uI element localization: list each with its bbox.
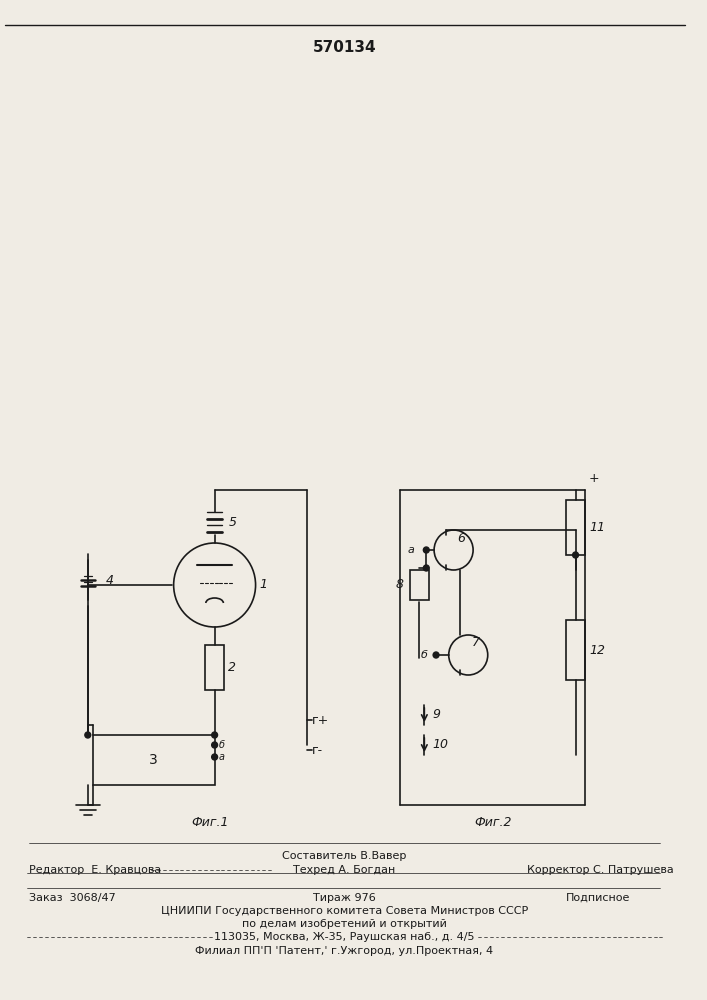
Text: Подписное: Подписное (566, 893, 630, 903)
Bar (566, 500, 585, 555)
Text: Филиал ПП'П 'Патент,' г.Ужгород, ул.Проектная, 4: Филиал ПП'П 'Патент,' г.Ужгород, ул.Прое… (195, 946, 493, 956)
Text: Редактор  Е. Кравцова: Редактор Е. Кравцова (29, 865, 161, 875)
Circle shape (573, 552, 578, 558)
Text: 10: 10 (432, 738, 448, 752)
Circle shape (433, 652, 439, 658)
Text: 6: 6 (457, 532, 465, 544)
Text: г-: г- (312, 744, 323, 756)
Text: 3: 3 (149, 753, 158, 767)
Text: б: б (218, 740, 225, 750)
Text: г+: г+ (312, 714, 329, 726)
Circle shape (211, 754, 218, 760)
Text: 12: 12 (589, 644, 605, 656)
Text: Фиг.1: Фиг.1 (191, 816, 228, 828)
Text: +: + (588, 472, 599, 485)
Circle shape (423, 565, 429, 571)
Text: 5: 5 (228, 516, 236, 528)
Circle shape (85, 732, 90, 738)
Text: 2: 2 (228, 661, 236, 674)
Bar (93, 735, 215, 785)
Text: 570134: 570134 (312, 40, 376, 55)
Text: Заказ  3068/47: Заказ 3068/47 (29, 893, 116, 903)
Text: по делам изобретений и открытий: по делам изобретений и открытий (242, 919, 447, 929)
Circle shape (423, 547, 429, 553)
Circle shape (211, 742, 218, 748)
Text: Составитель В.Вавер: Составитель В.Вавер (282, 851, 407, 861)
Text: 9: 9 (432, 708, 440, 722)
Text: Фиг.2: Фиг.2 (474, 816, 511, 828)
Bar (410, 570, 429, 600)
Bar (205, 645, 224, 690)
Text: а: а (408, 545, 414, 555)
Text: б: б (421, 650, 427, 660)
Text: 1: 1 (259, 578, 267, 591)
Circle shape (211, 732, 218, 738)
Text: Тираж 976: Тираж 976 (313, 893, 375, 903)
Text: 113035, Москва, Ж-35, Раушская наб., д. 4/5: 113035, Москва, Ж-35, Раушская наб., д. … (214, 932, 474, 942)
Text: Техред А. Богдан: Техред А. Богдан (293, 865, 395, 875)
Bar (566, 620, 585, 680)
Text: 4: 4 (105, 574, 113, 586)
Text: 11: 11 (589, 521, 605, 534)
Text: а: а (218, 752, 225, 762)
Text: Корректор С. Патрушева: Корректор С. Патрушева (527, 865, 674, 875)
Text: ЦНИИПИ Государственного комитета Совета Министров СССР: ЦНИИПИ Государственного комитета Совета … (160, 906, 528, 916)
Text: 7: 7 (472, 637, 480, 650)
Text: 8: 8 (396, 578, 404, 591)
